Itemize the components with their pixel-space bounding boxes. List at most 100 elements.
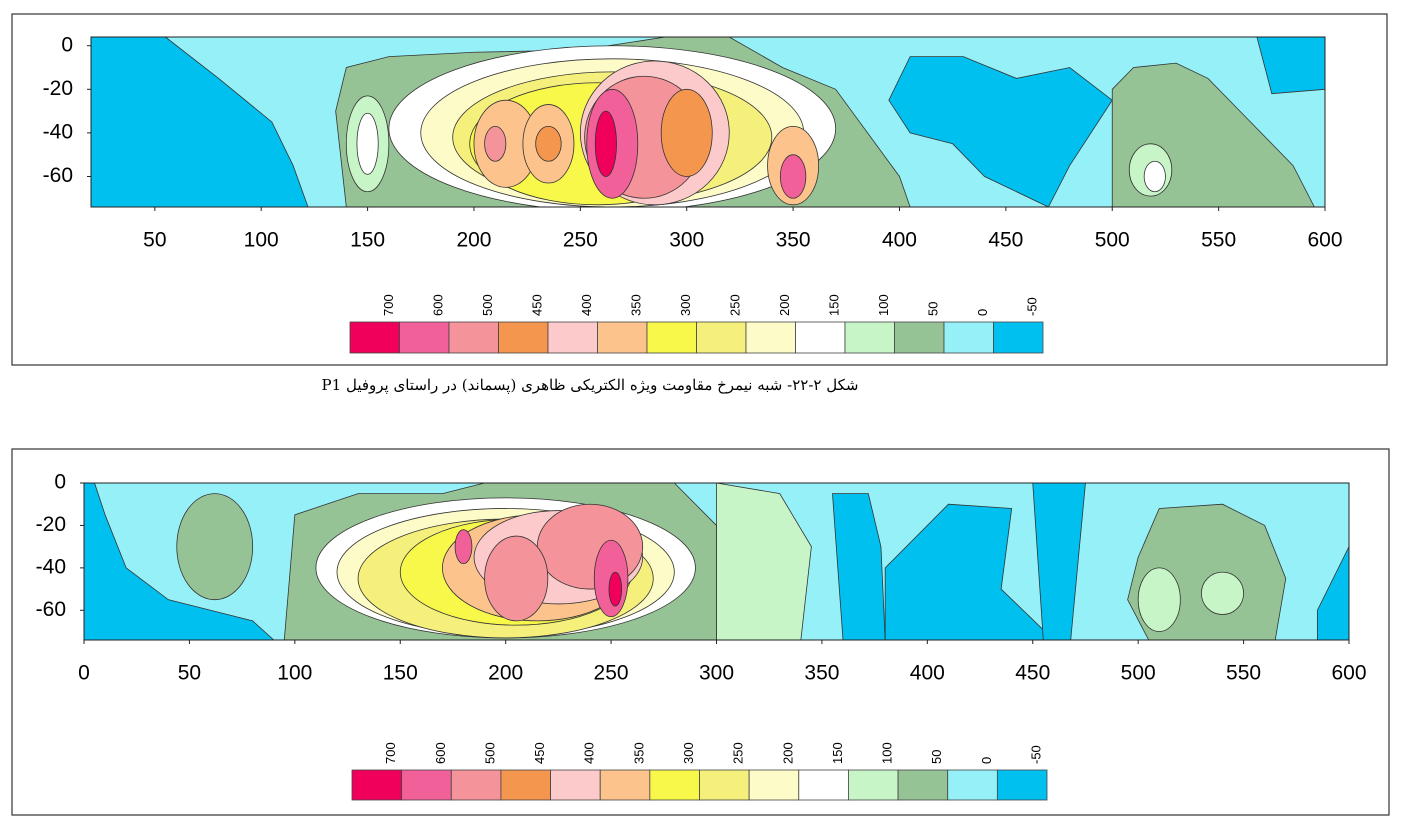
y-tick-label: -60 [43,164,73,187]
colorbar-swatch [500,769,551,801]
colorbar-label: 50 [929,750,944,764]
contour-region [1032,483,1086,640]
x-tick-label: 200 [488,662,523,685]
colorbar-label: 300 [681,742,696,764]
y-tick-label: -60 [36,598,66,621]
x-tick-label: 350 [776,229,811,252]
colorbar-label: 300 [678,294,693,316]
colorbar-swatch [798,769,849,801]
colorbar-swatch [748,769,800,801]
contour-region [484,535,549,622]
colorbar-label: 350 [629,294,644,316]
colorbar-swatch [795,321,846,354]
y-tick-label: 0 [61,33,73,56]
x-tick-label: 100 [244,229,279,252]
x-tick-label: 550 [1226,662,1261,685]
colorbar-swatch [646,321,697,354]
x-tick-label: 0 [78,662,90,685]
colorbar-swatch [996,769,1048,801]
figure-frame [11,13,1388,366]
colorbar-label: 150 [830,742,845,764]
colorbar-swatch [848,769,899,801]
colorbar-label: 450 [530,294,545,316]
colorbar-swatch [448,321,499,354]
x-tick-label: 450 [988,229,1023,252]
contour-region [91,37,309,207]
colorbar-label: -50 [1025,297,1040,316]
plot-frame [90,36,1326,208]
colorbar-label: 500 [482,742,497,764]
y-tick-label: -40 [36,555,66,578]
colorbar-swatch [699,769,750,801]
colorbar-label: 50 [926,302,941,316]
contour-region [1143,160,1166,193]
colorbar-swatch [351,769,403,801]
colorbar-swatch [897,769,949,801]
colorbar-label: 250 [728,294,743,316]
x-tick-label: 500 [1121,662,1156,685]
contour-region [660,88,713,177]
colorbar-label: 400 [582,742,597,764]
colorbar-label: 700 [381,294,396,316]
colorbar-swatch [696,321,747,354]
contour-region [594,110,617,177]
colorbar-swatch [399,321,450,354]
y-tick-label: -20 [36,513,66,536]
x-tick-label: 100 [277,662,312,685]
y-tick-label: -40 [43,120,73,143]
colorbar-label: 0 [975,309,990,316]
colorbar-label: 0 [979,757,994,764]
contour-region [484,125,507,162]
colorbar-swatch [943,321,994,354]
contour-region [608,571,623,607]
x-tick-label: 400 [882,229,917,252]
figure-frame [11,448,1390,816]
x-tick-label: 550 [1201,229,1236,252]
colorbar-label: 100 [876,294,891,316]
contour-region [1201,571,1244,615]
colorbar-label: 250 [731,742,746,764]
colorbar-label: 150 [827,294,842,316]
colorbar-swatch [993,321,1044,354]
colorbar-swatch [349,321,400,354]
colorbar-swatch [597,321,648,354]
colorbar-label: 200 [777,294,792,316]
x-tick-label: 600 [1331,662,1366,685]
caption: شکل ۲-۲۲- شبه نیمرخ مقاومت ویژه الکتریکی… [322,376,859,394]
colorbar-swatch [947,769,998,801]
contour-region [884,503,1055,640]
colorbar-label: 600 [433,742,448,764]
x-tick-label: 300 [669,229,704,252]
colorbar-swatch [649,769,700,801]
colorbar-swatch [599,769,651,801]
x-tick-label: 250 [594,662,629,685]
contour-region [888,56,1113,207]
x-tick-label: 200 [456,229,491,252]
colorbar-label: 100 [880,742,895,764]
contour-region [1137,567,1181,632]
y-tick-label: 0 [54,471,66,494]
colorbar-label: 350 [631,742,646,764]
contour-region [176,493,254,601]
colorbar-label: 450 [532,742,547,764]
contour-region [779,154,807,199]
x-tick-label: 50 [143,229,166,252]
x-tick-label: 300 [699,662,734,685]
colorbar-label: 700 [383,742,398,764]
x-tick-label: 150 [383,662,418,685]
colorbar-label: -50 [1029,745,1044,764]
colorbar-swatch [844,321,895,354]
contour-region [832,493,886,640]
contour-region [535,125,562,162]
colorbar-label: 400 [579,294,594,316]
contour-region [1316,546,1349,640]
contour-region [454,529,473,565]
colorbar-label: 200 [780,742,795,764]
x-tick-label: 350 [804,662,839,685]
colorbar-swatch [745,321,796,354]
colorbar-label: 500 [480,294,495,316]
colorbar-swatch [401,769,452,801]
x-tick-label: 600 [1307,229,1342,252]
